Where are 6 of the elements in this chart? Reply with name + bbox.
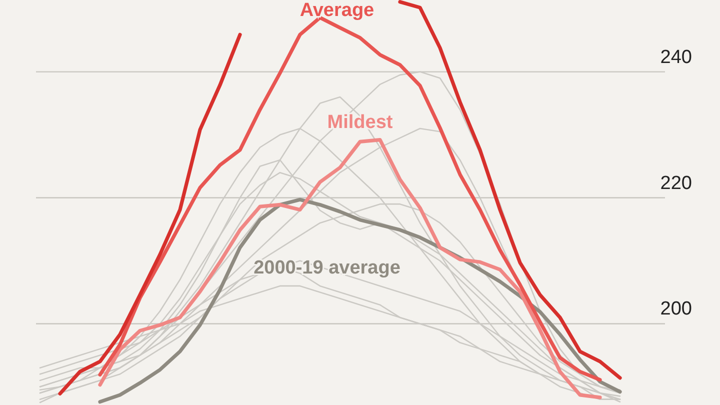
series-label: Mildest	[327, 112, 394, 133]
series-label: 2000-19 average	[254, 258, 400, 279]
y-tick-label: 200	[660, 298, 692, 320]
y-tick-label: 220	[660, 172, 692, 194]
y-tick-label: 240	[660, 46, 692, 68]
series-label: Average	[300, 0, 374, 21]
